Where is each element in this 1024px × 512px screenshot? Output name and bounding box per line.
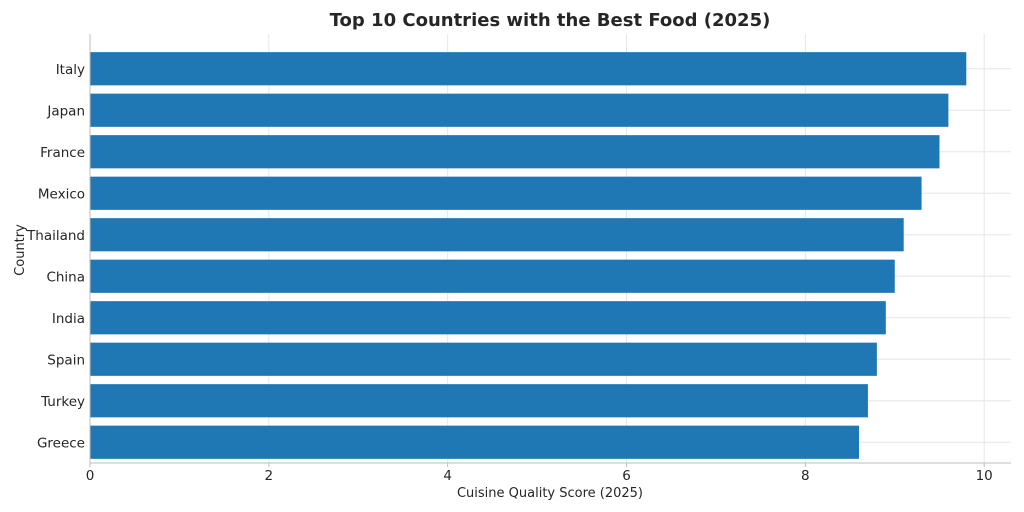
y-tick-label: France (40, 145, 85, 161)
bar-france (90, 135, 940, 169)
x-ticks: 0 2 4 6 8 10 (86, 463, 993, 484)
y-tick-label: China (46, 269, 85, 285)
y-tick-label: Turkey (40, 394, 85, 410)
x-tick-label: 0 (86, 468, 95, 484)
bar-thailand (90, 218, 904, 252)
bar-japan (90, 93, 949, 127)
x-tick-label: 6 (622, 468, 631, 484)
bar-china (90, 259, 895, 293)
x-tick-label: 8 (801, 468, 810, 484)
y-tick-label: Japan (46, 103, 85, 119)
x-tick-label: 2 (265, 468, 274, 484)
bar-greece (90, 425, 859, 459)
bar-spain (90, 342, 877, 376)
x-tick-label: 10 (976, 468, 993, 484)
bar-italy (90, 52, 967, 86)
y-tick-label: Thailand (26, 228, 85, 244)
y-tick-label: Spain (47, 352, 85, 368)
y-ticks: Italy Japan France Mexico Thailand China India… (26, 62, 85, 452)
y-axis-label: Country (13, 224, 28, 276)
bar-turkey (90, 384, 868, 418)
chart-title: Top 10 Countries with the Best Food (202… (330, 10, 771, 31)
x-tick-label: 4 (443, 468, 452, 484)
bar-india (90, 301, 886, 335)
x-axis-label: Cuisine Quality Score (2025) (457, 486, 643, 501)
bar-mexico (90, 176, 922, 210)
axes (89, 34, 1011, 464)
y-tick-label: Mexico (38, 186, 85, 202)
y-tick-label: Greece (37, 435, 85, 451)
bars (90, 52, 967, 459)
y-tick-label: India (52, 311, 85, 327)
y-tick-label: Italy (56, 62, 85, 78)
